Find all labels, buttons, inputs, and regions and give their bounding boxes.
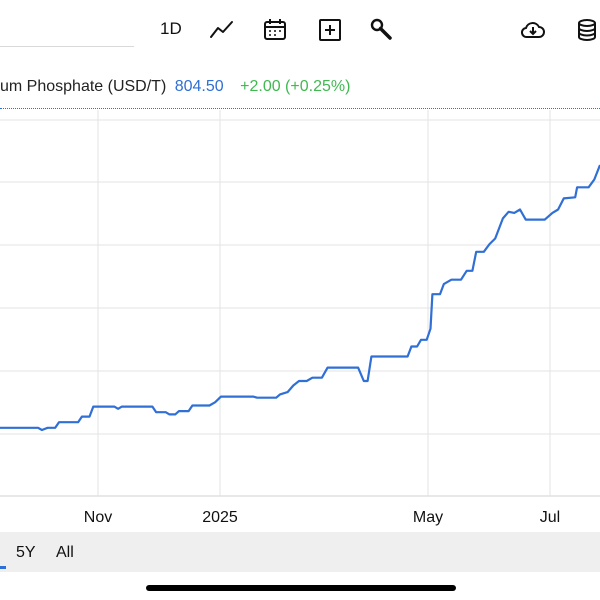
series-line bbox=[0, 164, 600, 432]
calendar-icon[interactable] bbox=[262, 17, 288, 43]
toolbar: 1D bbox=[0, 0, 600, 48]
x-tick-label: Jul bbox=[540, 509, 560, 526]
interval-button[interactable]: 1D bbox=[160, 19, 182, 38]
instrument-name: um Phosphate (USD/T) bbox=[0, 78, 167, 95]
x-tick-label: May bbox=[413, 509, 443, 526]
price-legend: um Phosphate (USD/T) 804.50 +2.00 (+0.25… bbox=[0, 78, 350, 96]
line-chart-icon[interactable] bbox=[209, 17, 235, 43]
home-indicator bbox=[146, 585, 456, 591]
x-tick-label: 2025 bbox=[202, 509, 238, 526]
range-5y[interactable]: 5Y bbox=[16, 544, 36, 561]
price-change: +2.00 (+0.25%) bbox=[240, 78, 351, 95]
last-price-line bbox=[0, 108, 600, 109]
database-icon[interactable] bbox=[574, 17, 600, 43]
download-icon[interactable] bbox=[520, 17, 546, 43]
add-indicator-icon[interactable] bbox=[317, 17, 343, 43]
active-range-indicator bbox=[0, 566, 6, 569]
range-selector bbox=[0, 532, 600, 572]
last-price: 804.50 bbox=[174, 78, 224, 95]
x-tick-label: Nov bbox=[84, 509, 112, 526]
price-chart[interactable]: Nov 2025 May Jul bbox=[0, 110, 600, 530]
search-field-underline[interactable] bbox=[0, 46, 134, 47]
range-all[interactable]: All bbox=[56, 544, 74, 561]
wrench-icon[interactable] bbox=[369, 17, 395, 43]
